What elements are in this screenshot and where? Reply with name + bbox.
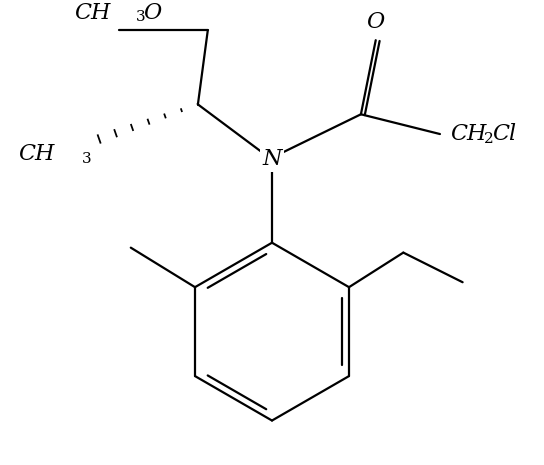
Text: O: O (144, 1, 162, 24)
Text: 3: 3 (135, 11, 145, 25)
Text: N: N (262, 148, 282, 170)
Text: CH: CH (75, 1, 111, 24)
Text: CH: CH (18, 143, 54, 165)
Text: 2: 2 (484, 132, 494, 146)
Text: O: O (367, 12, 385, 33)
Text: CH: CH (450, 123, 486, 145)
Text: Cl: Cl (492, 123, 516, 145)
Text: 3: 3 (82, 152, 92, 166)
